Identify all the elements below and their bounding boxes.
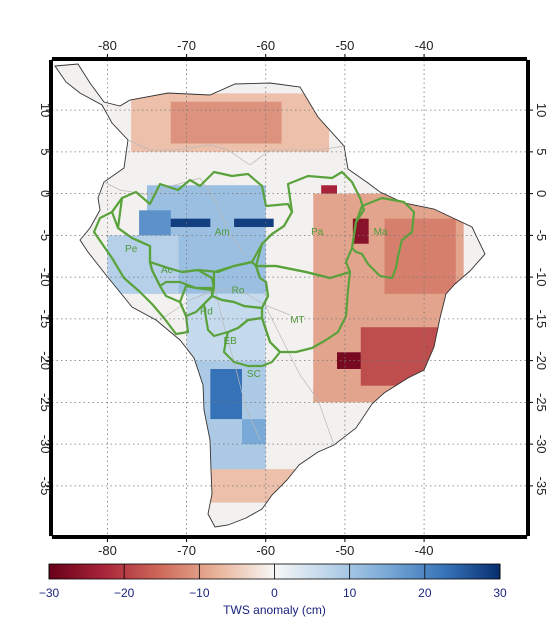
lat-label-left: -35 [38,476,53,495]
graticule [52,60,527,536]
lat-tick-labels-right: 10 5 0 -5 -10 -15 -20 -25 -30 -35 [534,103,549,495]
region-label: Ro [232,286,245,297]
lon-label-bottom: -70 [177,543,196,558]
colorbar-tick-label: −10 [189,586,210,600]
lat-label-right: -15 [534,309,549,328]
lon-label-bottom: -50 [336,543,355,558]
lon-label-top: -60 [256,38,275,53]
anomaly-zone [210,368,242,420]
lat-label-right: -25 [534,393,549,412]
lon-tick-labels-top: -80 -70 -60 -50 -40 [98,38,433,53]
lon-label-top: -40 [415,38,434,53]
colorbar: −30 −20 −10 0 10 20 30 TWS anomaly (cm) [39,563,507,617]
lat-tick-labels-left: 10 5 0 -5 -10 -15 -20 -25 -30 -35 [38,103,53,495]
region-label: Pa [311,227,324,238]
region-ac-boundary [148,260,216,290]
lat-label-left: -20 [38,351,53,370]
lat-label-right: -35 [534,476,549,495]
lat-label-left: 0 [38,190,53,197]
lat-label-left: -25 [38,393,53,412]
lon-label-top: -50 [336,38,355,53]
lon-label-top: -80 [98,38,117,53]
region-pa-boundary [254,170,366,280]
colorbar-ticks: −30 −20 −10 0 10 20 30 [39,564,507,600]
anomaly-zone [337,352,361,369]
continent-coastline [54,63,486,528]
anomaly-zone [234,218,274,228]
region-label: Rd [200,307,213,318]
lat-label-right: -30 [534,435,549,454]
lat-label-left: -30 [38,435,53,454]
region-label: SC [247,369,261,380]
lat-label-left: -10 [38,268,53,287]
anomaly-zone [321,185,337,194]
lon-label-bottom: -40 [415,543,434,558]
colorbar-tick-label: −30 [39,586,60,600]
region-label: Ma [374,227,388,238]
colorbar-tick-label: 10 [343,586,357,600]
lat-label-left: 5 [38,148,53,155]
colorbar-title: TWS anomaly (cm) [223,603,326,617]
country-borders [103,139,345,446]
lat-label-right: 10 [534,103,549,117]
lon-tick-labels-bottom: -80 -70 -60 -50 -40 [98,543,433,558]
anomaly-zone [384,218,456,294]
anomaly-zone [186,293,266,361]
region-label: Am [215,227,230,238]
region-sc-boundary [222,316,282,368]
lat-label-right: -10 [534,268,549,287]
anomaly-zone [352,218,369,244]
region-label: Pe [125,244,138,255]
lat-label-left: 10 [38,103,53,117]
colorbar-tick-label: 20 [418,586,432,600]
region-label: EB [223,336,237,347]
region-mt-boundary [254,264,352,354]
lat-label-right: 5 [534,148,549,155]
colorbar-tick-label: −20 [114,586,135,600]
lon-label-bottom: -60 [256,543,275,558]
anomaly-zone [242,419,266,445]
anomaly-zone [107,235,179,294]
lon-label-bottom: -80 [98,543,117,558]
lat-label-left: -5 [38,230,53,242]
region-boundaries [92,170,416,368]
region-pe-boundary [92,196,190,336]
lon-label-top: -70 [177,38,196,53]
map-frame-ticks [49,57,530,539]
anomaly-zone [170,101,282,144]
colorbar-tick-label: 30 [493,586,507,600]
lat-label-right: -20 [534,351,549,370]
region-labels: Am Pa Ma Pe Ac Ro Rd MT EB SC [125,227,388,380]
colorbar-tick-label: 0 [271,586,278,600]
lat-label-right: 0 [534,190,549,197]
region-label: Ac [161,265,173,276]
lat-label-right: -5 [534,230,549,242]
lat-label-left: -15 [38,309,53,328]
region-label: MT [290,315,304,326]
region-ma-boundary [350,196,416,280]
